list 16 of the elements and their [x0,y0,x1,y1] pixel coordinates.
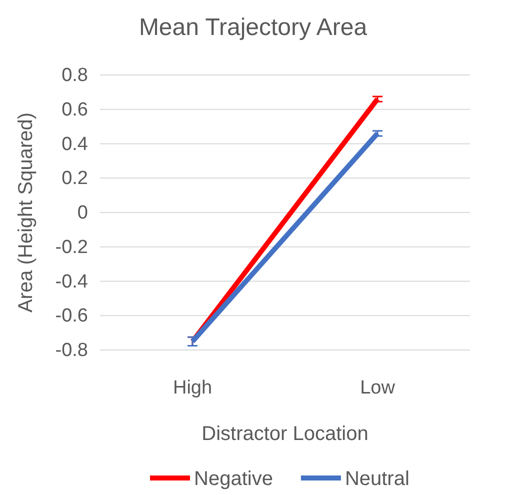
y-tick-label: -0.6 [55,306,88,327]
y-tick-label: -0.4 [55,271,88,292]
y-tick-label: -0.8 [55,340,88,362]
y-tick-label: 0.6 [62,99,88,120]
y-tick-label: 0.4 [62,134,88,155]
x-tick-label: Low [360,377,396,398]
x-axis-title: Distractor Location [202,423,368,445]
x-tick-label: High [172,377,212,398]
y-tick-label: 0.2 [62,168,88,190]
y-tick-label: 0.8 [62,65,88,86]
legend-label: Negative [194,468,273,490]
chart-title: Mean Trajectory Area [138,14,368,41]
y-tick-label: -0.2 [55,236,88,258]
y-axis-title: Area (Height Squared) [15,112,37,313]
legend-label: Neutral [344,468,410,490]
y-tick-label: 0 [77,202,88,224]
